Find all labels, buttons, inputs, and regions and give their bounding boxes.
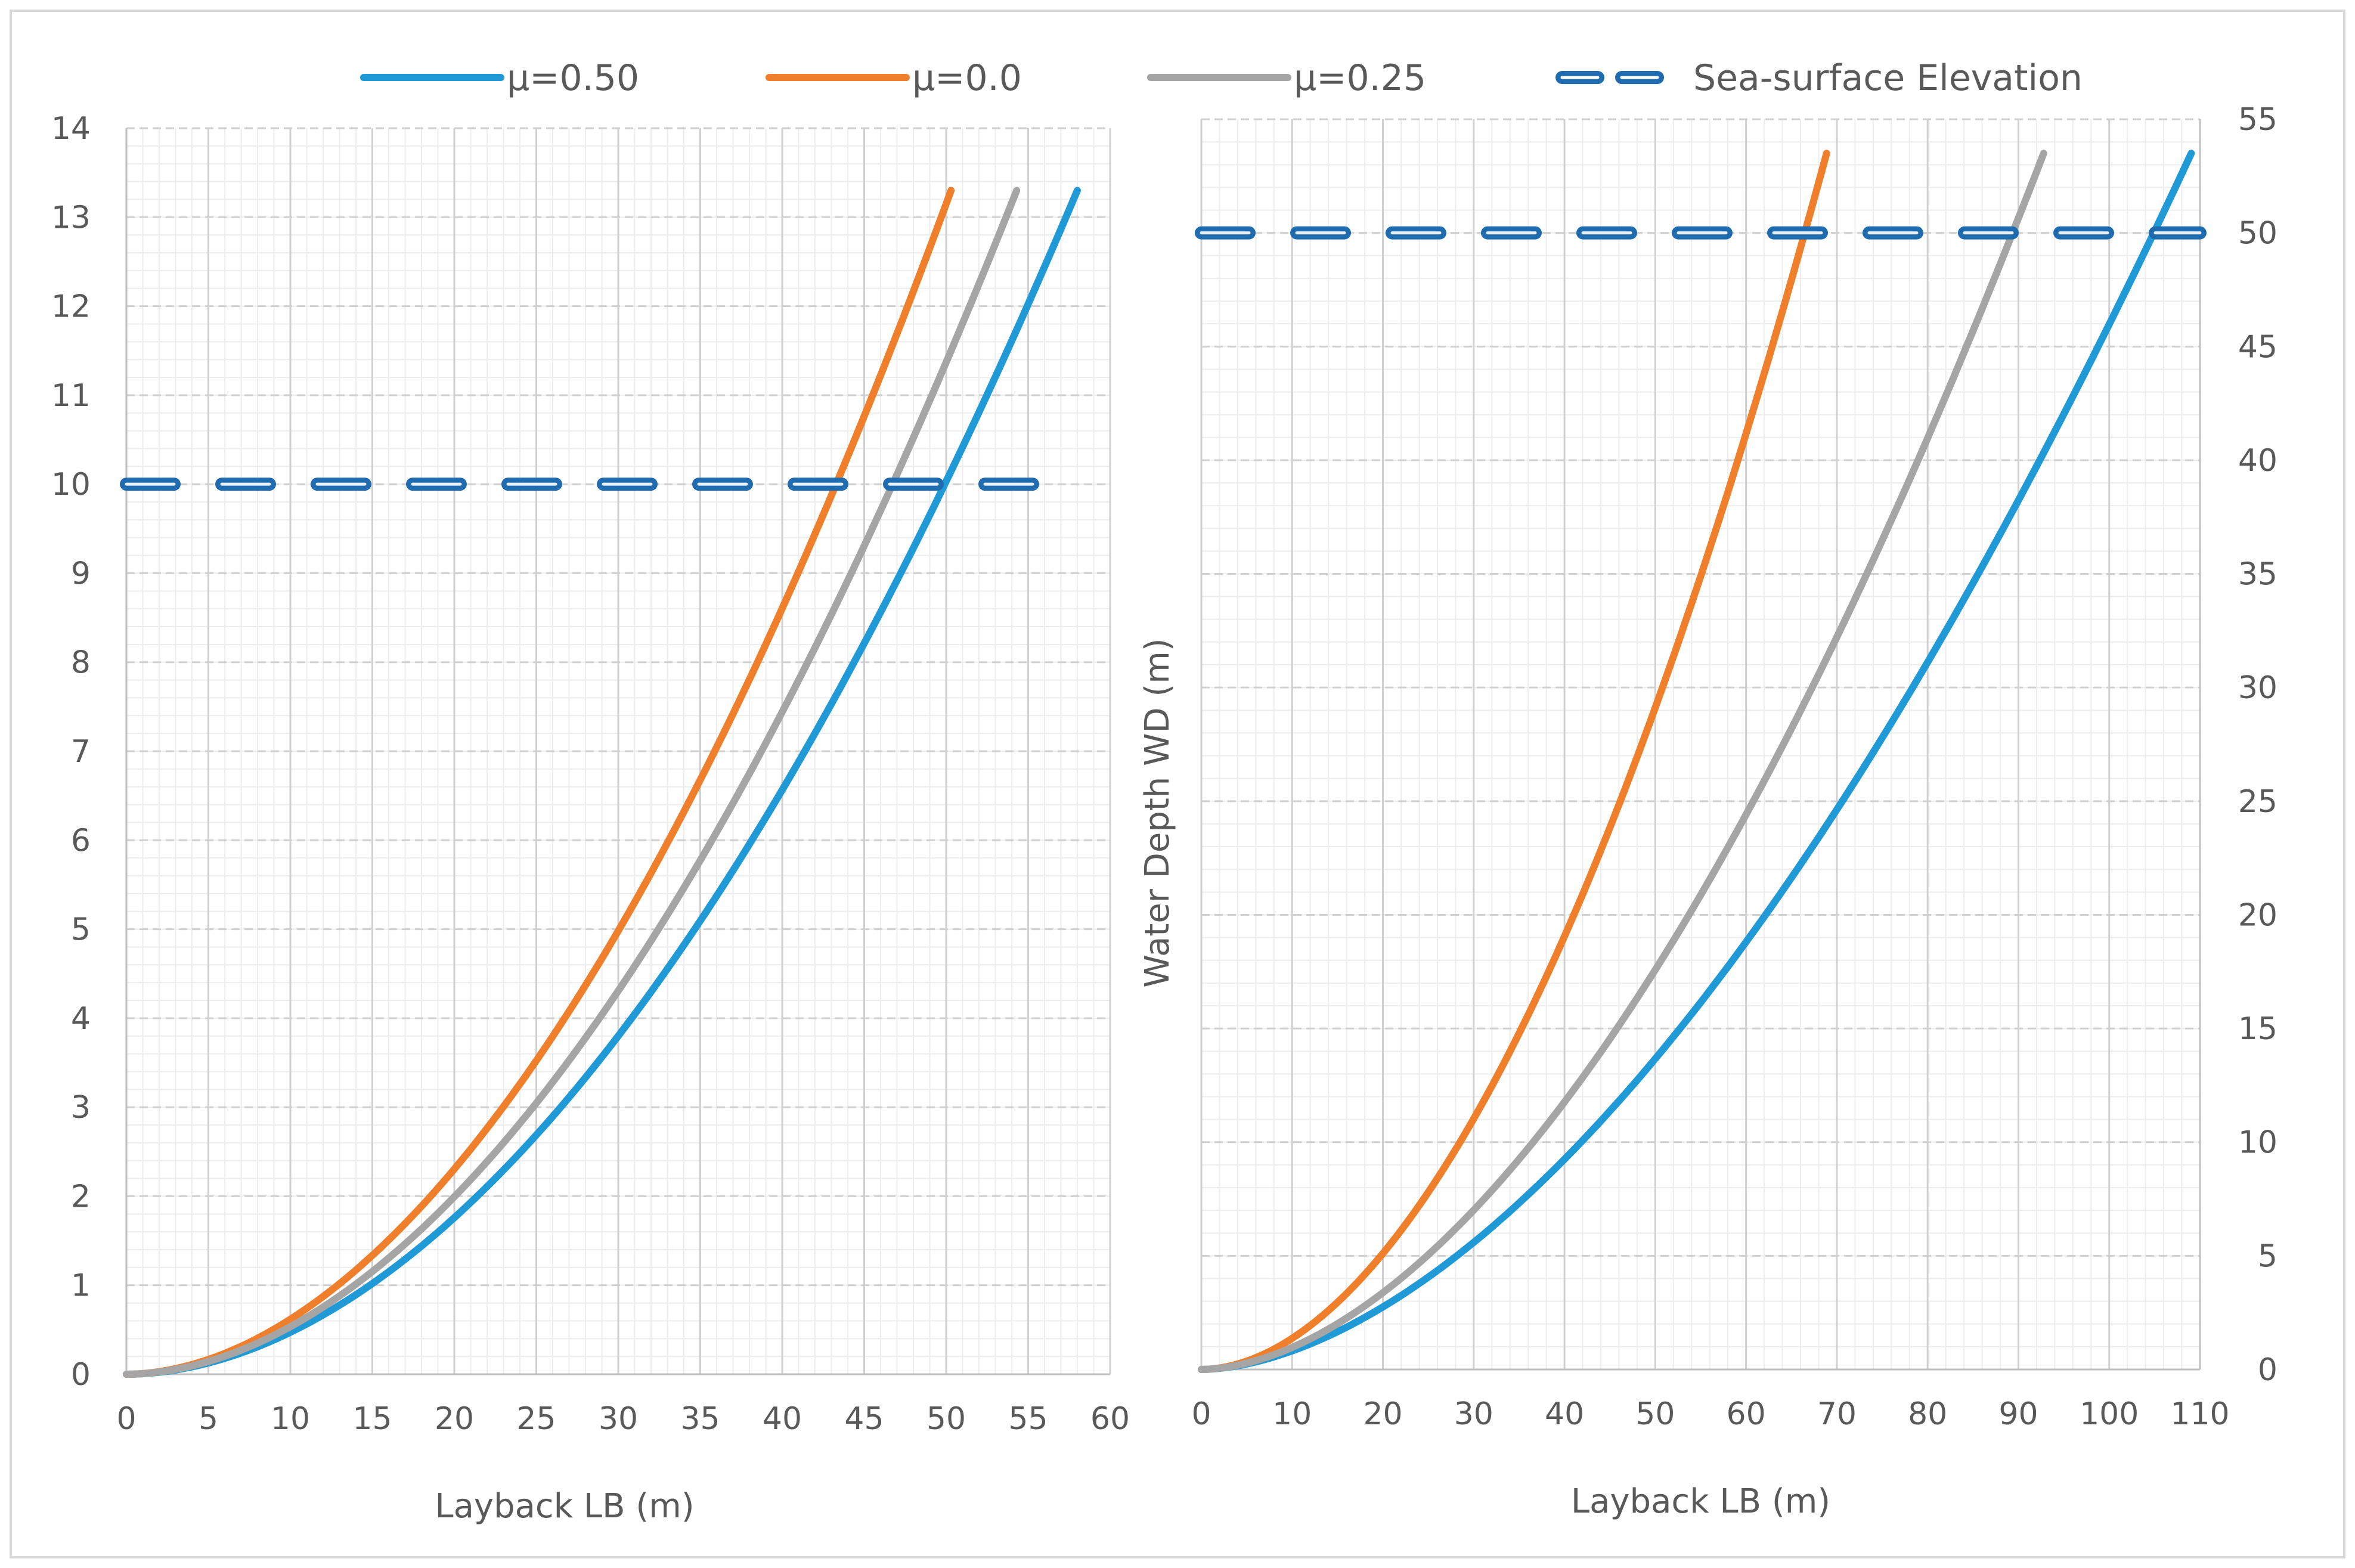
right-x-tick-label: 30: [1454, 1396, 1493, 1432]
left-x-tick-label: 45: [844, 1401, 884, 1437]
left-y-tick-label: 7: [71, 734, 91, 770]
right-y-tick-label: 5: [2258, 1238, 2277, 1274]
right-x-tick-label: 20: [1363, 1396, 1402, 1432]
left-y-tick-label: 11: [51, 378, 91, 414]
right-y-tick-label: 40: [2238, 443, 2277, 479]
right-x-tick-label: 0: [1191, 1396, 1211, 1432]
right-y-tick-label: 25: [2238, 784, 2277, 820]
left-x-tick-label: 40: [763, 1401, 802, 1437]
left-y-tick-label: 0: [71, 1357, 91, 1393]
left-x-tick-label: 35: [680, 1401, 720, 1437]
legend-label-mu-0-0: μ=0.0: [912, 57, 1022, 99]
legend-label-mu-0-25: μ=0.25: [1294, 57, 1426, 99]
right-plot-area: [1201, 119, 2200, 1369]
left-y-tick-label: 9: [71, 556, 91, 591]
right-x-tick-label: 40: [1545, 1396, 1584, 1432]
left-x-tick-label: 25: [516, 1401, 556, 1437]
left-y-tick-label: 4: [71, 1001, 91, 1037]
right-x-tick-label: 90: [1998, 1396, 2038, 1432]
legend-label-sea-surface-elevation: Sea-surface Elevation: [1693, 57, 2083, 99]
left-x-tick-label: 30: [599, 1401, 638, 1437]
right-y-tick-label: 45: [2238, 329, 2277, 365]
left-y-tick-label: 10: [51, 467, 91, 503]
left-y-tick-label: 3: [71, 1090, 91, 1126]
right-x-axis-title: Layback LB (m): [1571, 1482, 1830, 1521]
right-x-tick-label: 110: [2170, 1396, 2229, 1432]
left-y-tick-label: 6: [71, 823, 91, 859]
right-series-mu-0-0: [1198, 150, 1830, 1373]
right-y-tick-label: 50: [2238, 216, 2277, 252]
right-y-axis-title: Water Depth WD (m): [1138, 638, 1177, 987]
right-y-tick-label: 30: [2238, 670, 2277, 706]
left-y-tick-label: 5: [71, 912, 91, 948]
left-x-tick-label: 15: [352, 1401, 392, 1437]
legend: μ=0.50 μ=0.0 μ=0.25 Sea-surface Elevation: [360, 57, 2083, 99]
left-x-tick-label: 5: [199, 1401, 218, 1437]
left-x-tick-label: 50: [926, 1401, 966, 1437]
left-series-mu-0-25: [123, 187, 1021, 1378]
right-y-tick-label: 0: [2258, 1352, 2277, 1388]
left-x-axis-title: Layback LB (m): [435, 1487, 694, 1526]
right-y-tick-label: 20: [2238, 897, 2277, 933]
right-y-tick-label: 10: [2238, 1125, 2277, 1161]
right-x-tick-label: 50: [1635, 1396, 1675, 1432]
left-y-tick-label: 13: [51, 200, 91, 235]
right-series-mu-0-50: [1198, 150, 2195, 1373]
right-y-tick-label: 15: [2238, 1011, 2277, 1047]
left-y-tick-label: 14: [51, 111, 91, 147]
left-x-tick-label: 10: [271, 1401, 310, 1437]
left-y-tick-label: 2: [71, 1179, 91, 1214]
right-x-tick-label: 10: [1272, 1396, 1312, 1432]
left-x-tick-label: 0: [116, 1401, 136, 1437]
left-y-tick-label: 12: [51, 289, 91, 325]
right-y-tick-label: 55: [2238, 102, 2277, 138]
right-x-tick-label: 70: [1817, 1396, 1857, 1432]
left-x-tick-label: 60: [1090, 1401, 1130, 1437]
left-y-tick-label: 8: [71, 645, 91, 681]
right-x-tick-label: 80: [1908, 1396, 1947, 1432]
right-x-tick-label: 60: [1727, 1396, 1766, 1432]
right-y-tick-label: 35: [2238, 557, 2277, 593]
left-series-mu-0-50: [123, 187, 1081, 1378]
left-series-mu-0-0: [123, 187, 955, 1378]
right-chart-panel: 0 10 20 30 40 50 60 70 80 90 100 110 0 5 10 15 20 25 30 35 4…: [1138, 102, 2277, 1521]
left-y-tick-label: 1: [71, 1268, 91, 1304]
left-x-tick-label: 20: [435, 1401, 474, 1437]
right-x-tick-label: 100: [2080, 1396, 2139, 1432]
left-x-tick-label: 55: [1008, 1401, 1048, 1437]
legend-label-mu-0-50: μ=0.50: [507, 57, 639, 99]
right-series-mu-0-25: [1198, 150, 2047, 1373]
left-chart-panel: 0 5 10 15 20 25 30 35 40 45 50 55 600123456789101112…: [51, 111, 1130, 1526]
